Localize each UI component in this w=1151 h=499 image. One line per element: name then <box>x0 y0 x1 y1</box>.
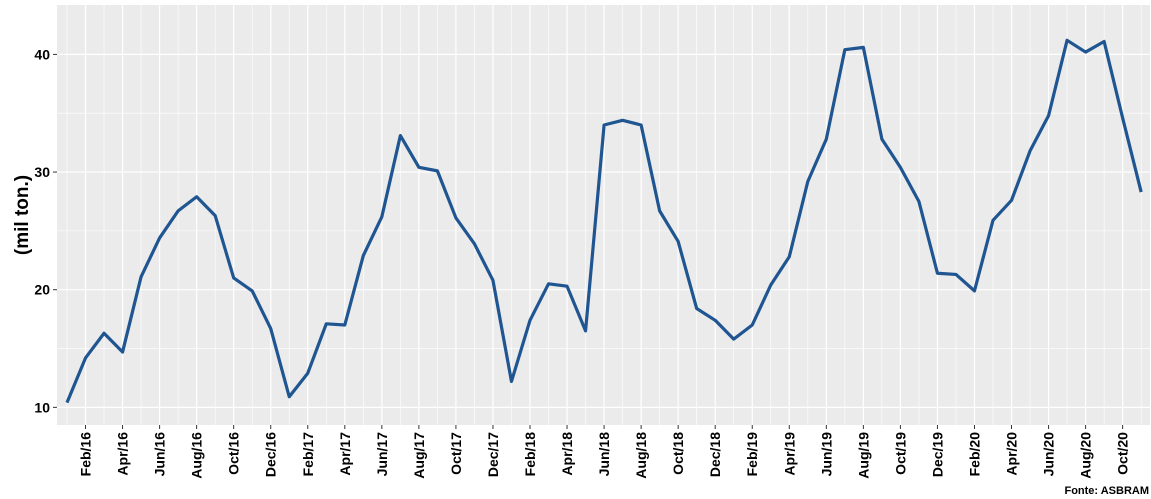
x-tick-label: Feb/19 <box>744 432 760 477</box>
x-tick-label: Aug/18 <box>633 432 649 479</box>
x-tick-label: Jun/17 <box>374 432 390 477</box>
x-tick-label: Oct/20 <box>1115 432 1131 475</box>
x-tick-label: Dec/19 <box>929 432 945 477</box>
x-tick-label: Dec/16 <box>263 432 279 477</box>
x-tick-label: Jun/16 <box>152 432 168 477</box>
x-tick-label: Feb/17 <box>300 432 316 477</box>
x-tick-label: Dec/17 <box>485 432 501 477</box>
x-tick-label: Feb/18 <box>522 432 538 477</box>
y-tick-label: 40 <box>34 46 50 62</box>
x-tick-label: Aug/20 <box>1078 432 1094 479</box>
x-tick-label: Oct/17 <box>448 432 464 475</box>
y-tick-label: 10 <box>34 399 50 415</box>
x-tick-label: Apr/17 <box>337 432 353 476</box>
x-tick-label: Apr/19 <box>781 432 797 476</box>
y-tick-label: 30 <box>34 164 50 180</box>
x-tick-label: Aug/16 <box>189 432 205 479</box>
x-tick-label: Jun/18 <box>596 432 612 477</box>
y-axis-label: (mil ton.) <box>12 175 33 255</box>
x-tick-label: Aug/17 <box>411 432 427 479</box>
x-tick-label: Oct/16 <box>226 432 242 475</box>
x-tick-label: Apr/20 <box>1004 432 1020 476</box>
x-tick-label: Apr/16 <box>115 432 131 476</box>
x-tick-label: Feb/20 <box>966 432 982 477</box>
y-tick-label: 20 <box>34 282 50 298</box>
data-line <box>65 38 1143 404</box>
x-tick-label: Jun/19 <box>818 432 834 477</box>
x-tick-label: Feb/16 <box>78 432 94 477</box>
x-tick-label: Oct/18 <box>670 432 686 475</box>
x-tick-label: Apr/18 <box>559 432 575 476</box>
x-tick-label: Aug/19 <box>855 432 871 479</box>
source: Fonte: ASBRAM <box>1064 485 1149 497</box>
x-tick-label: Dec/18 <box>707 432 723 477</box>
x-tick-label: Jun/20 <box>1041 432 1057 477</box>
x-tick-label: Oct/19 <box>892 432 908 475</box>
